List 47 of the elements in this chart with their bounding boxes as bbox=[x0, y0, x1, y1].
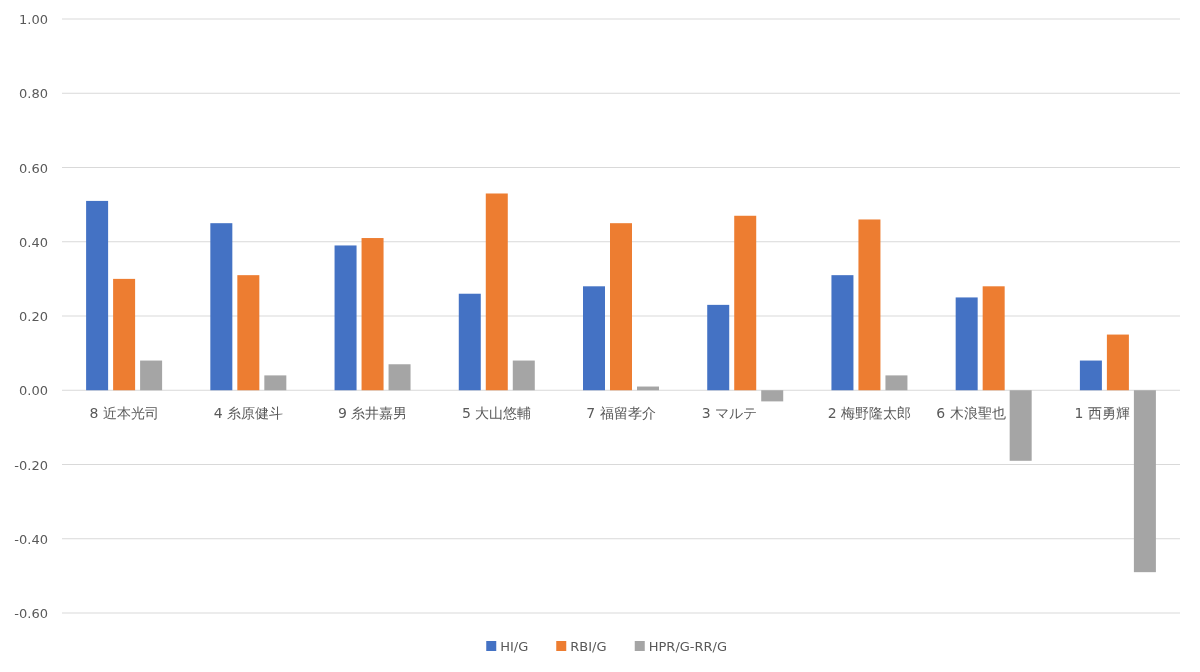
bar bbox=[1079, 360, 1102, 391]
legend-label: RBI/G bbox=[570, 639, 607, 654]
y-tick-label: 0.40 bbox=[19, 234, 48, 250]
bar bbox=[140, 360, 163, 391]
x-tick-label: 6 木浪聖也 bbox=[936, 405, 1006, 422]
x-tick-label: 9 糸井嘉男 bbox=[337, 405, 408, 422]
bar bbox=[458, 293, 481, 391]
bar bbox=[982, 286, 1005, 391]
y-tick-label: -0.60 bbox=[14, 606, 48, 621]
bar bbox=[1133, 390, 1156, 573]
bar bbox=[237, 275, 260, 391]
bar bbox=[734, 215, 757, 391]
bar bbox=[485, 193, 508, 391]
bar bbox=[955, 297, 978, 391]
bar bbox=[885, 375, 908, 391]
bar bbox=[610, 223, 632, 391]
bar bbox=[761, 390, 784, 402]
bar bbox=[512, 360, 535, 391]
legend-label: HPR/G-RR/G bbox=[648, 639, 728, 654]
x-tick-label: 3 マルテ bbox=[701, 405, 758, 422]
y-tick-label: -0.40 bbox=[14, 531, 48, 547]
x-tick-label: 5 大山悠輔 bbox=[462, 405, 532, 422]
x-tick-label: 8 近本光司 bbox=[89, 405, 159, 422]
bar bbox=[583, 286, 605, 391]
bar bbox=[264, 375, 287, 391]
x-tick-label: 7 福留孝介 bbox=[586, 405, 656, 422]
legend-label: HI/G bbox=[500, 639, 529, 654]
bar bbox=[858, 219, 881, 391]
x-tick-label: 2 梅野隆太郎 bbox=[827, 405, 912, 422]
y-tick-label: 0.20 bbox=[19, 309, 48, 324]
y-tick-label: 0.80 bbox=[19, 86, 48, 102]
x-tick-label: 1 西勇輝 bbox=[1074, 405, 1130, 422]
bar bbox=[210, 223, 233, 391]
bar bbox=[113, 278, 136, 391]
bar bbox=[1106, 334, 1129, 391]
y-tick-label: 0.60 bbox=[19, 160, 48, 176]
y-tick-label: -0.20 bbox=[14, 457, 48, 473]
y-tick-label: 1.00 bbox=[19, 12, 48, 27]
bar bbox=[361, 238, 384, 391]
y-tick-label: 0.00 bbox=[19, 383, 48, 399]
bar bbox=[707, 304, 730, 391]
bar bbox=[1009, 390, 1032, 461]
bar bbox=[334, 245, 357, 391]
bar bbox=[388, 364, 411, 391]
x-tick-label: 4 糸原健斗 bbox=[213, 405, 284, 422]
bar bbox=[831, 275, 854, 391]
bar bbox=[86, 200, 109, 391]
